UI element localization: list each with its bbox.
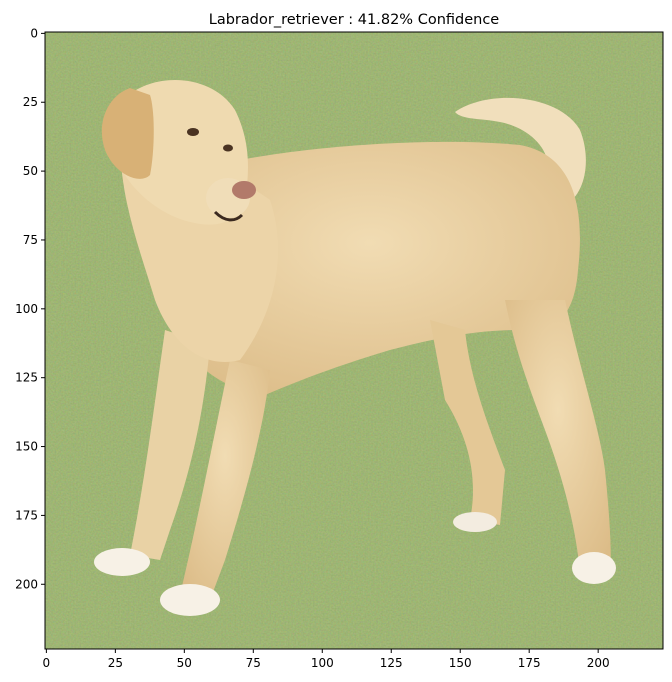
x-tick-label: 175	[518, 656, 541, 670]
y-axis: 0 25 50 75 100 125 150 175 200	[15, 26, 45, 591]
x-tick-label: 25	[108, 656, 123, 670]
back-leg	[505, 300, 611, 575]
y-tick-label: 200	[15, 577, 38, 591]
x-tick-label: 50	[177, 656, 192, 670]
axes-frame	[44, 31, 664, 650]
nose	[232, 181, 256, 199]
x-tick-label: 150	[449, 656, 472, 670]
eye	[223, 144, 233, 152]
plot-title: Labrador_retriever : 41.82% Confidence	[209, 12, 500, 28]
image-plot	[44, 31, 664, 650]
dog	[94, 80, 616, 616]
x-axis: 0 25 50 75 100 125 150 175 200	[43, 649, 610, 670]
paw	[160, 584, 220, 616]
y-tick-label: 175	[15, 508, 38, 522]
x-tick-label: 100	[311, 656, 334, 670]
x-tick-label: 0	[43, 656, 51, 670]
paw	[572, 552, 616, 584]
y-tick-label: 25	[23, 95, 38, 109]
y-tick-label: 50	[23, 164, 38, 178]
ear	[101, 88, 154, 179]
paw	[453, 512, 497, 532]
front-leg	[180, 360, 270, 600]
x-tick-label: 200	[587, 656, 610, 670]
mouth	[213, 210, 244, 222]
y-tick-label: 0	[30, 26, 38, 40]
y-tick-label: 125	[15, 371, 38, 385]
y-tick-label: 100	[15, 302, 38, 316]
x-tick-label: 75	[246, 656, 261, 670]
y-tick-label: 150	[15, 440, 38, 454]
eye	[187, 128, 199, 136]
front-leg	[130, 330, 210, 560]
y-tick-label: 75	[23, 233, 38, 247]
back-leg	[430, 320, 505, 525]
x-tick-label: 125	[380, 656, 403, 670]
paw	[94, 548, 150, 576]
